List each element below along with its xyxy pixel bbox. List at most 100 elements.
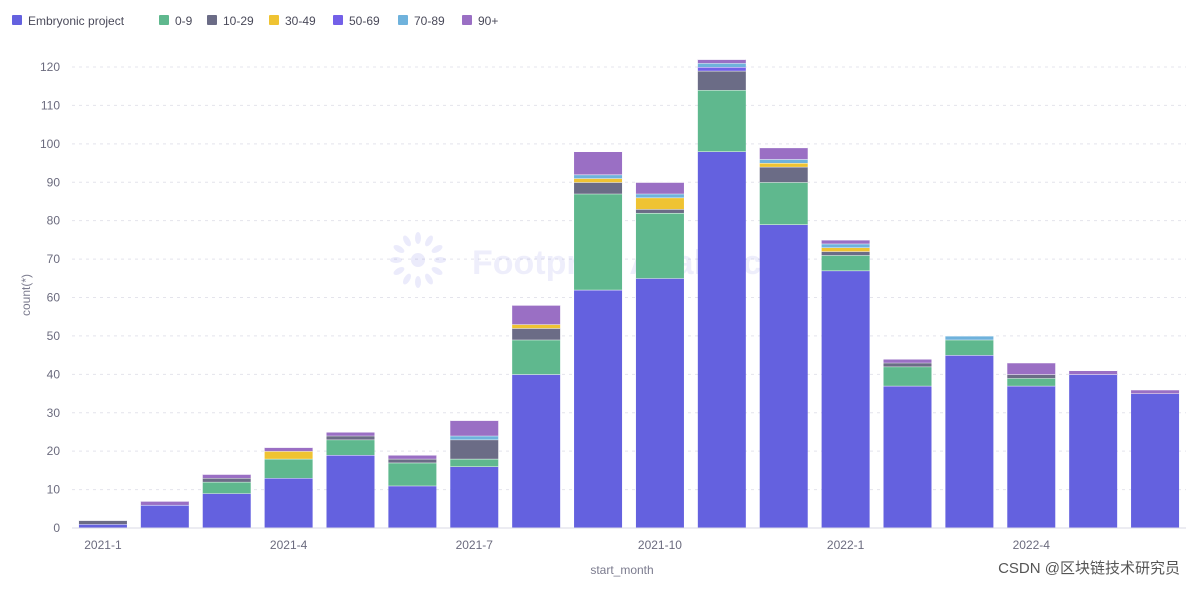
bar-segment[interactable] (450, 466, 499, 528)
legend-item[interactable]: 90+ (462, 14, 498, 28)
bar-stack[interactable] (78, 519, 127, 528)
bar-segment[interactable] (1007, 374, 1056, 379)
bar-segment[interactable] (264, 458, 313, 479)
bar-segment[interactable] (264, 451, 313, 459)
bar-segment[interactable] (512, 374, 561, 528)
bar-segment[interactable] (574, 151, 623, 175)
bar-segment[interactable] (821, 243, 870, 248)
bar-segment[interactable] (264, 478, 313, 528)
bar-stack[interactable] (202, 473, 251, 528)
bar-stack[interactable] (1131, 389, 1180, 528)
bar-segment[interactable] (1007, 362, 1056, 375)
bar-segment[interactable] (202, 478, 251, 482)
bar-segment[interactable] (326, 431, 375, 436)
bar-segment[interactable] (574, 178, 623, 183)
bar-segment[interactable] (821, 247, 870, 252)
bar-stack[interactable] (697, 58, 746, 528)
legend-item[interactable]: 30-49 (269, 14, 316, 28)
bar-segment[interactable] (821, 270, 870, 528)
bar-segment[interactable] (759, 159, 808, 164)
bar-segment[interactable] (512, 339, 561, 375)
bar-segment[interactable] (512, 324, 561, 329)
bar-stack[interactable] (1007, 362, 1056, 528)
bar-stack[interactable] (759, 147, 808, 528)
bar-segment[interactable] (1131, 393, 1180, 528)
bar-segment[interactable] (697, 90, 746, 152)
bar-segment[interactable] (759, 147, 808, 160)
bar-segment[interactable] (512, 305, 561, 325)
bar-segment[interactable] (697, 63, 746, 67)
bar-stack[interactable] (264, 446, 313, 528)
bar-segment[interactable] (697, 59, 746, 64)
bar-stack[interactable] (512, 304, 561, 528)
bar-stack[interactable] (635, 181, 684, 528)
bar-segment[interactable] (1069, 370, 1118, 375)
legend-item[interactable]: 0-9 (159, 14, 193, 28)
bar-segment[interactable] (574, 193, 623, 290)
bar-segment[interactable] (326, 455, 375, 528)
bar-segment[interactable] (140, 504, 189, 528)
bar-segment[interactable] (326, 435, 375, 440)
bar-segment[interactable] (945, 355, 994, 528)
bar-segment[interactable] (821, 255, 870, 271)
bar-stack[interactable] (1069, 369, 1118, 528)
bar-segment[interactable] (697, 67, 746, 71)
bar-stack[interactable] (574, 151, 623, 528)
bar-stack[interactable] (450, 419, 499, 528)
legend-item[interactable]: Embryonic project (12, 14, 125, 28)
bar-segment[interactable] (1007, 385, 1056, 528)
legend-item[interactable]: 50-69 (333, 14, 380, 28)
bar-segment[interactable] (450, 435, 499, 440)
bar-segment[interactable] (635, 278, 684, 528)
bar-segment[interactable] (635, 182, 684, 194)
bar-segment[interactable] (574, 174, 623, 179)
bar-stack[interactable] (821, 239, 870, 528)
bar-stack[interactable] (945, 335, 994, 528)
bar-segment[interactable] (388, 455, 437, 459)
bar-segment[interactable] (945, 335, 994, 340)
bar-segment[interactable] (140, 501, 189, 505)
bar-segment[interactable] (78, 524, 127, 528)
bar-segment[interactable] (326, 439, 375, 456)
bar-segment[interactable] (388, 458, 437, 463)
bar-segment[interactable] (635, 209, 684, 213)
legend-item[interactable]: 70-89 (398, 14, 445, 28)
bar-segment[interactable] (883, 366, 932, 386)
bar-segment[interactable] (264, 447, 313, 452)
bar-segment[interactable] (450, 439, 499, 459)
bar-segment[interactable] (202, 474, 251, 479)
bar-segment[interactable] (388, 462, 437, 486)
bar-stack[interactable] (388, 454, 437, 528)
bar-segment[interactable] (450, 420, 499, 436)
bar-segment[interactable] (450, 458, 499, 467)
bar-segment[interactable] (697, 151, 746, 528)
bar-segment[interactable] (202, 481, 251, 494)
bar-stack[interactable] (883, 358, 932, 528)
bar-segment[interactable] (759, 163, 808, 167)
bar-segment[interactable] (388, 485, 437, 528)
bar-stack[interactable] (326, 431, 375, 528)
bar-segment[interactable] (759, 224, 808, 528)
bar-segment[interactable] (759, 182, 808, 225)
bar-segment[interactable] (945, 339, 994, 356)
bar-segment[interactable] (635, 212, 684, 279)
bar-segment[interactable] (883, 362, 932, 367)
bar-segment[interactable] (635, 197, 684, 210)
bar-segment[interactable] (1131, 389, 1180, 394)
bar-segment[interactable] (883, 358, 932, 363)
bar-segment[interactable] (759, 166, 808, 183)
legend-item[interactable]: 10-29 (207, 14, 254, 28)
bar-segment[interactable] (574, 289, 623, 528)
bar-segment[interactable] (821, 239, 870, 244)
bar-segment[interactable] (1007, 378, 1056, 386)
bar-segment[interactable] (202, 493, 251, 528)
bar-segment[interactable] (821, 251, 870, 256)
bar-segment[interactable] (574, 182, 623, 194)
bar-segment[interactable] (78, 520, 127, 525)
bar-segment[interactable] (1069, 374, 1118, 528)
bar-segment[interactable] (635, 193, 684, 198)
bar-segment[interactable] (883, 385, 932, 528)
bar-segment[interactable] (512, 328, 561, 340)
bar-segment[interactable] (697, 70, 746, 91)
bar-stack[interactable] (140, 500, 189, 528)
